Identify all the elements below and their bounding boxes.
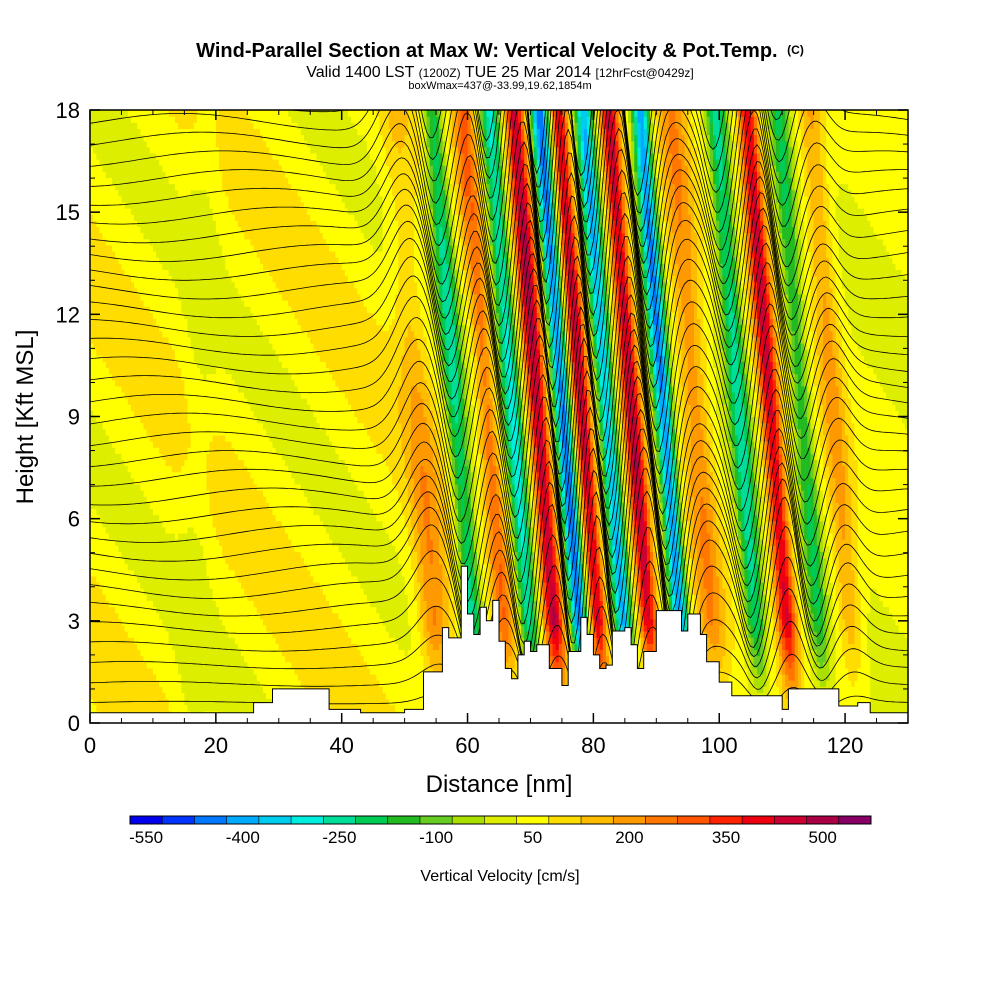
colorbar-swatch [710,816,743,824]
colorbar-swatch [678,816,711,824]
colorbar-swatch [291,816,324,824]
colorbar: -550 -400 -250 -100 50 200 350 500 [129,816,871,847]
chart-figure: Wind-Parallel Section at Max W: Vertical… [0,0,1000,1000]
y-tick-label: 18 [56,98,80,123]
y-tick-label: 15 [56,200,80,225]
x-tick-label: 60 [455,733,479,758]
colorbar-tick-label: -100 [419,828,453,847]
colorbar-swatch [839,816,872,824]
x-tick-label: 100 [701,733,738,758]
box-note: boxWmax=437@-33.99,19.62,1854m [408,80,591,92]
colorbar-swatch [194,816,227,824]
y-tick-label: 12 [56,302,80,327]
colorbar-tick-label: 500 [809,828,837,847]
colorbar-swatch [517,816,550,824]
y-tick-label: 3 [68,609,80,634]
colorbar-swatch [774,816,807,824]
colorbar-swatch [549,816,582,824]
colorbar-swatch [130,816,163,824]
colorbar-swatch [484,816,517,824]
title-mark: (C) [787,43,804,57]
x-tick-label: 120 [827,733,864,758]
y-tick-label: 9 [68,405,80,430]
colorbar-swatch [162,816,195,824]
y-tick-label: 0 [68,711,80,736]
chart-title: Wind-Parallel Section at Max W: Vertical… [196,40,804,62]
colorbar-tick-label: -250 [322,828,356,847]
colorbar-tick-label: 350 [712,828,740,847]
x-tick-label: 20 [204,733,228,758]
x-axis-label: Distance [nm] [426,771,573,798]
colorbar-label: Vertical Velocity [cm/s] [420,868,579,885]
colorbar-tick-label: 50 [523,828,542,847]
chart-subtitle: Valid 1400 LST (1200Z) TUE 25 Mar 2014 [… [306,64,694,81]
colorbar-swatch [645,816,678,824]
colorbar-swatch [259,816,292,824]
x-tick-label: 0 [84,733,96,758]
colorbar-swatch [742,816,775,824]
colorbar-swatch [452,816,485,824]
colorbar-tick-label: -550 [129,828,163,847]
colorbar-swatch [356,816,389,824]
colorbar-swatch [613,816,646,824]
colorbar-swatch [420,816,453,824]
x-tick-label: 40 [329,733,353,758]
colorbar-swatch [388,816,421,824]
y-axis-label: Height [Kft MSL] [12,330,39,505]
x-tick-label: 80 [581,733,605,758]
plot-area [90,0,909,724]
colorbar-swatch [807,816,840,824]
y-tick-label: 6 [68,507,80,532]
colorbar-tick-label: 200 [615,828,643,847]
colorbar-swatch [581,816,614,824]
colorbar-tick-label: -400 [226,828,260,847]
colorbar-swatch [227,816,260,824]
colorbar-swatch [323,816,356,824]
